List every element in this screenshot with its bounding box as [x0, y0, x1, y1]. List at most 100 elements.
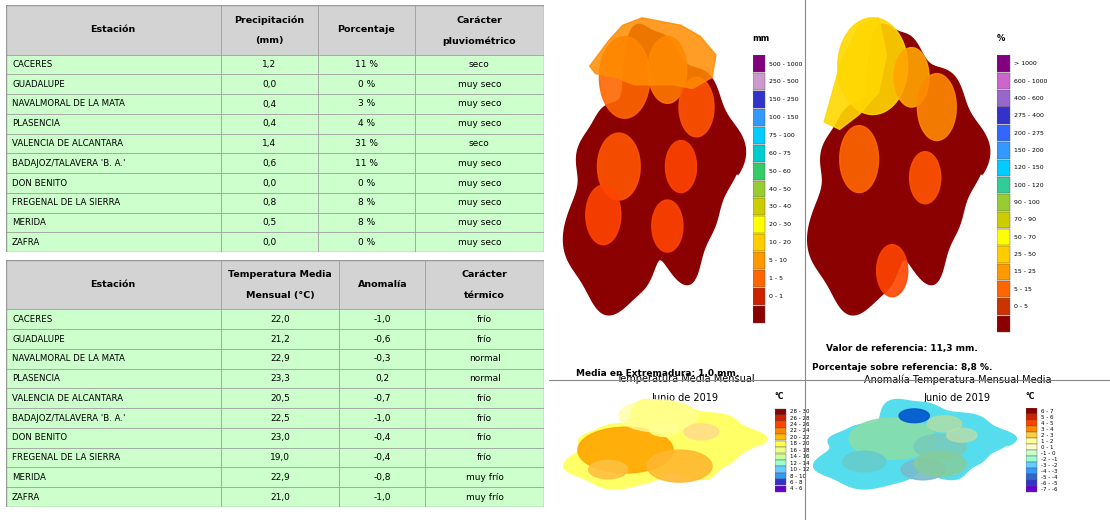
Bar: [775, 486, 786, 492]
Bar: [997, 316, 1010, 332]
Bar: [775, 466, 786, 473]
Text: 0,0: 0,0: [262, 238, 276, 247]
Text: muy seco: muy seco: [457, 238, 501, 247]
Text: -1 - 0: -1 - 0: [1041, 451, 1056, 456]
Bar: [753, 216, 765, 233]
FancyBboxPatch shape: [425, 309, 544, 329]
Polygon shape: [915, 451, 966, 476]
FancyBboxPatch shape: [221, 5, 317, 55]
FancyBboxPatch shape: [317, 114, 415, 134]
FancyBboxPatch shape: [6, 309, 221, 329]
Text: 6 - 8: 6 - 8: [790, 480, 803, 485]
Text: 4 - 6: 4 - 6: [790, 486, 803, 491]
Text: muy frío: muy frío: [466, 492, 504, 502]
Text: 60 - 75: 60 - 75: [768, 151, 790, 156]
Bar: [775, 441, 786, 447]
Text: 14 - 16: 14 - 16: [790, 454, 809, 459]
Text: 30 - 40: 30 - 40: [768, 204, 790, 210]
FancyBboxPatch shape: [221, 232, 317, 252]
Polygon shape: [586, 185, 620, 244]
Text: -1,0: -1,0: [374, 492, 391, 502]
Text: Junio de 2019: Junio de 2019: [652, 393, 719, 403]
Polygon shape: [589, 18, 716, 88]
Text: 22 - 24: 22 - 24: [790, 428, 809, 434]
Text: 1 - 5: 1 - 5: [768, 276, 783, 281]
Text: ZAFRA: ZAFRA: [12, 492, 40, 502]
FancyBboxPatch shape: [6, 5, 221, 55]
Bar: [997, 298, 1010, 315]
Text: 31 %: 31 %: [355, 139, 377, 148]
Text: 21,2: 21,2: [270, 334, 290, 344]
FancyBboxPatch shape: [415, 193, 544, 213]
FancyBboxPatch shape: [340, 309, 425, 329]
Text: °C: °C: [1026, 392, 1035, 401]
FancyBboxPatch shape: [340, 408, 425, 428]
Bar: [997, 281, 1010, 297]
Polygon shape: [647, 450, 713, 482]
Text: muy seco: muy seco: [457, 178, 501, 188]
Text: Carácter: Carácter: [456, 16, 502, 24]
Text: muy seco: muy seco: [457, 119, 501, 128]
Text: Porcentaje: Porcentaje: [337, 25, 395, 34]
Text: MERIDA: MERIDA: [12, 473, 46, 482]
FancyBboxPatch shape: [425, 448, 544, 467]
Polygon shape: [666, 140, 697, 192]
Bar: [753, 198, 765, 215]
Polygon shape: [877, 244, 908, 297]
Bar: [997, 142, 1010, 159]
Polygon shape: [564, 399, 767, 489]
Bar: [997, 160, 1010, 176]
Text: frío: frío: [477, 413, 492, 423]
Text: 1,2: 1,2: [262, 60, 276, 69]
Text: seco: seco: [468, 60, 490, 69]
Text: frío: frío: [477, 394, 492, 403]
FancyBboxPatch shape: [340, 467, 425, 487]
Bar: [775, 409, 786, 414]
Text: 2 - 3: 2 - 3: [1041, 433, 1053, 438]
Polygon shape: [599, 36, 650, 118]
FancyBboxPatch shape: [221, 114, 317, 134]
FancyBboxPatch shape: [221, 134, 317, 153]
Bar: [997, 73, 1010, 89]
Text: 150 - 250: 150 - 250: [768, 97, 798, 102]
Polygon shape: [578, 427, 673, 473]
Polygon shape: [824, 18, 886, 129]
Bar: [753, 163, 765, 179]
Bar: [775, 447, 786, 453]
FancyBboxPatch shape: [6, 428, 221, 448]
Text: Carácter: Carácter: [462, 270, 507, 279]
Text: FREGENAL DE LA SIERRA: FREGENAL DE LA SIERRA: [12, 453, 120, 462]
Text: muy seco: muy seco: [457, 218, 501, 227]
FancyBboxPatch shape: [6, 388, 221, 408]
Text: -6 - -5: -6 - -5: [1041, 480, 1057, 486]
Text: 0,2: 0,2: [375, 374, 390, 383]
Text: frío: frío: [477, 453, 492, 462]
Text: FREGENAL DE LA SIERRA: FREGENAL DE LA SIERRA: [12, 198, 120, 207]
Polygon shape: [838, 18, 908, 114]
Bar: [1026, 421, 1038, 426]
Text: PLASENCIA: PLASENCIA: [12, 119, 60, 128]
Text: Estación: Estación: [91, 280, 135, 289]
FancyBboxPatch shape: [221, 349, 340, 369]
FancyBboxPatch shape: [415, 55, 544, 74]
Text: DON BENITO: DON BENITO: [12, 178, 67, 188]
FancyBboxPatch shape: [6, 349, 221, 369]
Text: PLASENCIA: PLASENCIA: [12, 374, 60, 383]
Bar: [775, 428, 786, 434]
Polygon shape: [947, 428, 977, 442]
FancyBboxPatch shape: [415, 5, 544, 55]
Text: NAVALMORAL DE LA MATA: NAVALMORAL DE LA MATA: [12, 99, 125, 109]
FancyBboxPatch shape: [221, 213, 317, 232]
Bar: [1026, 414, 1038, 420]
Text: 50 - 60: 50 - 60: [768, 168, 790, 174]
Bar: [775, 421, 786, 427]
FancyBboxPatch shape: [6, 329, 221, 349]
FancyBboxPatch shape: [415, 94, 544, 114]
Text: GUADALUPE: GUADALUPE: [12, 334, 64, 344]
Polygon shape: [899, 409, 929, 423]
Text: Temperatura Media Mensual: Temperatura Media Mensual: [616, 374, 755, 384]
Text: 20 - 30: 20 - 30: [768, 223, 790, 227]
Text: BADAJOZ/TALAVERA 'B. A.': BADAJOZ/TALAVERA 'B. A.': [12, 159, 125, 168]
Text: BADAJOZ/TALAVERA 'B. A.': BADAJOZ/TALAVERA 'B. A.': [12, 413, 125, 423]
Bar: [775, 460, 786, 466]
